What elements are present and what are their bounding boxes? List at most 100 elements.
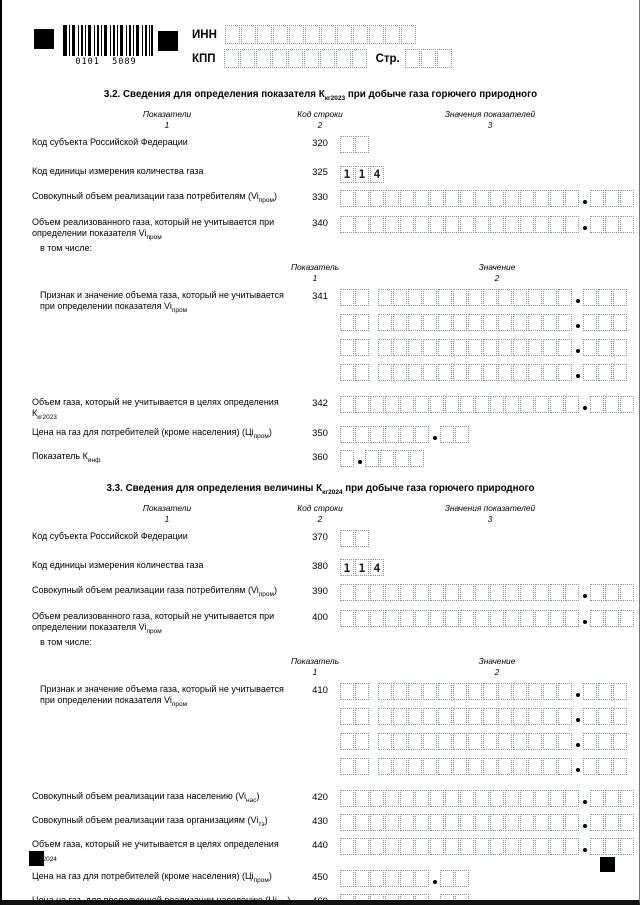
field-341-attr-1[interactable]	[340, 289, 370, 307]
field-341-val-4-frac[interactable]	[583, 364, 628, 382]
field-410-attr-2[interactable]	[340, 708, 370, 726]
field-440-int[interactable]	[340, 838, 580, 856]
field-340-frac[interactable]	[590, 216, 635, 233]
field-360-frac[interactable]	[365, 449, 425, 467]
row-440-code: 440	[312, 840, 328, 852]
inn-field[interactable]	[224, 25, 417, 44]
field-450-frac[interactable]	[440, 869, 470, 887]
field-410-row-3	[340, 733, 628, 751]
field-430-frac[interactable]	[590, 814, 635, 832]
row-360-label: Показатель Кинф	[32, 450, 101, 464]
row-350-label: Цена на газ для потребителей (кроме насе…	[32, 426, 272, 440]
decimal-dot	[583, 593, 587, 598]
section-3-3-title: 3.3. Сведения для определения величины К…	[106, 482, 535, 496]
field-400[interactable]	[340, 609, 635, 627]
decimal-dot	[576, 374, 580, 379]
section-3-2-title: 3.2. Сведения для определения показателя…	[103, 89, 538, 102]
field-341-val-1-frac[interactable]	[583, 289, 628, 307]
field-390-frac[interactable]	[590, 583, 635, 601]
field-350-frac[interactable]	[440, 425, 470, 443]
field-410-val-1-frac[interactable]	[583, 683, 628, 701]
field-341-val-3-int[interactable]	[378, 339, 573, 357]
field-420[interactable]	[340, 790, 635, 808]
row-390: Совокупный объем реализации газа потреби…	[2, 583, 639, 601]
field-410-attr-1[interactable]	[340, 683, 370, 701]
field-340-int[interactable]	[340, 216, 580, 233]
field-410-val-4-int[interactable]	[378, 758, 573, 776]
field-330-frac[interactable]	[590, 190, 635, 207]
field-342[interactable]	[340, 396, 635, 414]
field-360[interactable]	[340, 449, 425, 467]
field-341-val-2-int[interactable]	[378, 314, 573, 332]
decimal-dot	[583, 406, 587, 411]
field-342-int[interactable]	[340, 396, 580, 414]
field-341-val-4-int[interactable]	[378, 364, 573, 382]
row-410-code: 410	[312, 685, 328, 697]
field-460[interactable]	[340, 893, 470, 900]
registration-mark-top-right	[158, 31, 178, 51]
field-410-attr-3[interactable]	[340, 733, 370, 751]
row-440-label: Объем газа, который не учитывается в цел…	[32, 839, 279, 863]
col-header-line-code: Код строки 2	[297, 502, 343, 524]
field-410-val-3-int[interactable]	[378, 733, 573, 751]
field-360-int[interactable]	[340, 449, 355, 467]
registration-mark-bottom-right	[600, 857, 615, 872]
field-342-frac[interactable]	[590, 396, 635, 414]
field-410-val-1-int[interactable]	[378, 683, 573, 701]
row-360-code: 360	[312, 451, 328, 463]
field-430-int[interactable]	[340, 814, 580, 832]
field-410-val-2-frac[interactable]	[583, 708, 628, 726]
decimal-dot	[433, 435, 437, 440]
field-330[interactable]	[340, 190, 635, 207]
page-number-field[interactable]	[404, 49, 453, 68]
field-341-attr-4[interactable]	[340, 364, 370, 382]
field-320[interactable]	[340, 136, 370, 153]
field-390-int[interactable]	[340, 583, 580, 601]
field-450[interactable]	[340, 869, 470, 887]
field-390[interactable]	[340, 583, 635, 601]
section-3-2-sub-headers: Показатель 1 Значение 2	[2, 262, 639, 289]
sub-header-value: Значение 2	[478, 656, 516, 678]
page-number-label: Стр.	[375, 52, 400, 65]
field-350-int[interactable]	[340, 425, 430, 443]
col-header-line-code: Код строки 2	[297, 109, 343, 130]
row-410: Признак и значение объема газа, который …	[2, 683, 639, 783]
field-341-attr-3[interactable]	[340, 339, 370, 357]
sub-header-value: Значение 2	[478, 262, 516, 284]
field-410-val-3-frac[interactable]	[583, 733, 628, 751]
field-410-attr-4[interactable]	[340, 758, 370, 776]
field-440[interactable]	[340, 838, 635, 856]
row-330-label: Совокупный объем реализации газа потреби…	[32, 191, 277, 204]
row-390-label: Совокупный объем реализации газа потреби…	[32, 584, 277, 598]
field-400-frac[interactable]	[590, 609, 635, 627]
field-460-int[interactable]	[340, 893, 430, 900]
field-341-val-2-frac[interactable]	[583, 314, 628, 332]
field-330-int[interactable]	[340, 190, 580, 207]
field-460-frac[interactable]	[440, 893, 470, 900]
kpp-label: КПП	[192, 52, 216, 65]
field-410-row-2	[340, 708, 628, 726]
decimal-dot	[433, 879, 437, 884]
row-400-note: в том числе:	[40, 636, 92, 647]
field-430[interactable]	[340, 814, 635, 832]
row-350-code: 350	[312, 427, 328, 439]
field-341-val-3-frac[interactable]	[583, 339, 628, 357]
field-341-attr-2[interactable]	[340, 314, 370, 332]
field-420-int[interactable]	[340, 790, 580, 808]
field-440-frac[interactable]	[590, 838, 635, 856]
field-341-val-1-int[interactable]	[378, 289, 573, 307]
field-340[interactable]	[340, 216, 635, 233]
row-440: Объем газа, который не учитывается в цел…	[2, 838, 639, 863]
kpp-field[interactable]	[223, 49, 368, 68]
row-325-label: Код единицы измерения количества газа	[32, 166, 204, 176]
field-420-frac[interactable]	[590, 790, 635, 808]
field-350[interactable]	[340, 425, 470, 443]
row-340-code: 340	[312, 218, 328, 229]
field-370[interactable]	[340, 529, 370, 547]
field-410-val-2-int[interactable]	[378, 708, 573, 726]
field-450-int[interactable]	[340, 869, 430, 887]
field-410-val-4-frac[interactable]	[583, 758, 628, 776]
field-400-int[interactable]	[340, 609, 580, 627]
